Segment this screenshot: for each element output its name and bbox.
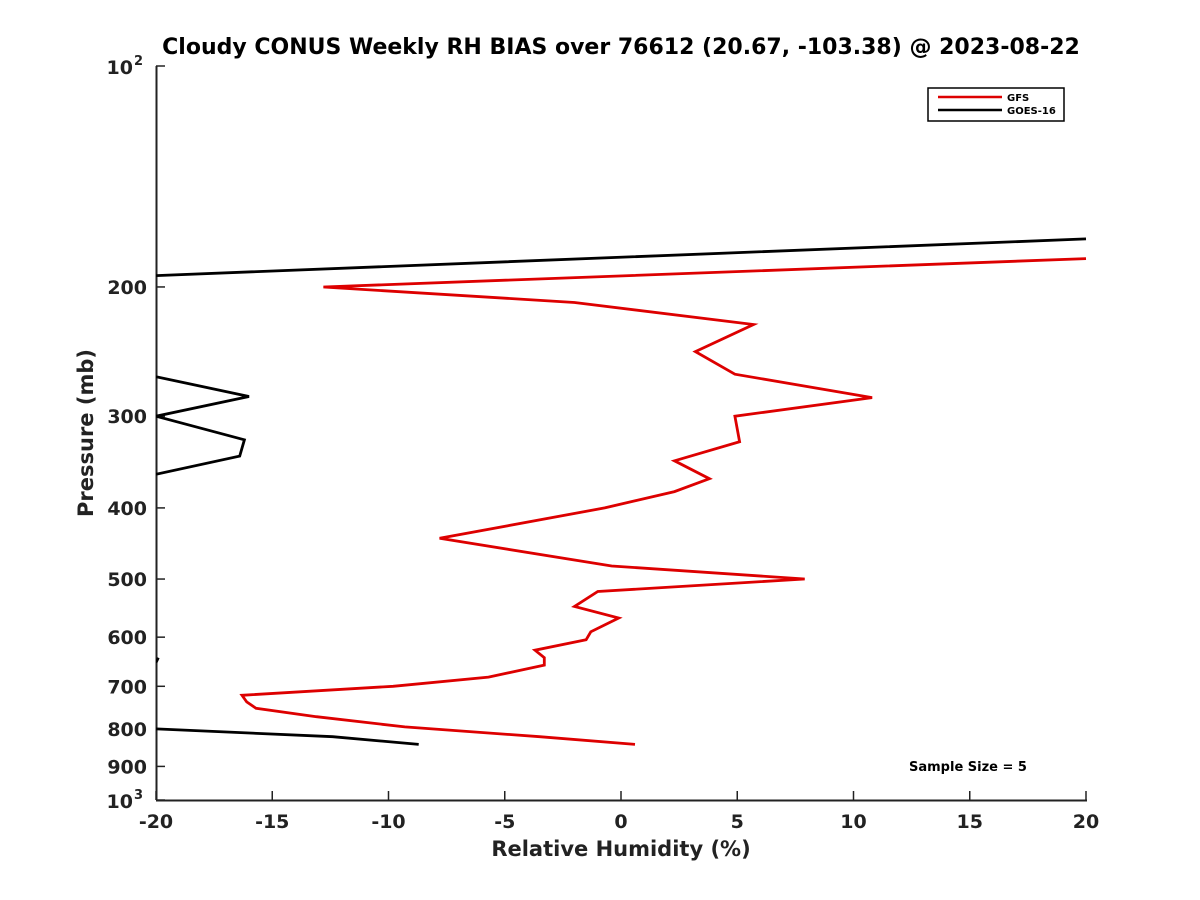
y-tick-label: 200 [107,277,147,299]
y-power-tick-exponent: 2 [134,54,143,69]
x-tick-group: -20 -15 -10 -5 0 5 10 15 20 [139,791,1099,833]
sample-size-annotation: Sample Size = 5 [909,760,1027,775]
x-tick-label: 5 [731,811,744,833]
y-power-tick-base: 10 [107,57,133,79]
legend: GFS GOES-16 [927,87,1065,122]
chart-title: Cloudy CONUS Weekly RH BIAS over 76612 (… [162,35,1080,60]
plot-area [155,66,1087,802]
legend-label-goes16: GOES-16 [1007,106,1056,117]
legend-box [927,87,1065,122]
y-tick-label: 400 [107,498,147,520]
x-tick-label: -5 [494,811,515,833]
y-tick-label: 800 [107,719,147,741]
y-power-tick-base: 10 [107,791,133,813]
x-axis-label: Relative Humidity (%) [491,837,750,861]
x-tick-label: 0 [614,811,627,833]
series-line-gfs [239,257,1087,746]
x-tick-label: 10 [840,811,866,833]
x-tick-label: -15 [255,811,289,833]
y-power-tick-exponent: 3 [134,788,143,803]
legend-label-gfs: GFS [1007,93,1029,104]
x-tick-label: 20 [1073,811,1099,833]
x-tick-label: 15 [957,811,983,833]
series-line-goes16 [156,237,1087,746]
y-tick-label: 300 [107,406,147,428]
x-tick-label: -10 [371,811,405,833]
x-tick-label: -20 [139,811,173,833]
series-layer [156,237,1087,746]
y-tick-label: 900 [107,756,147,778]
y-axis-label: Pressure (mb) [74,349,98,517]
y-tick-label: 700 [107,676,147,698]
y-tick-label: 500 [107,569,147,591]
y-tick-label: 600 [107,627,147,649]
